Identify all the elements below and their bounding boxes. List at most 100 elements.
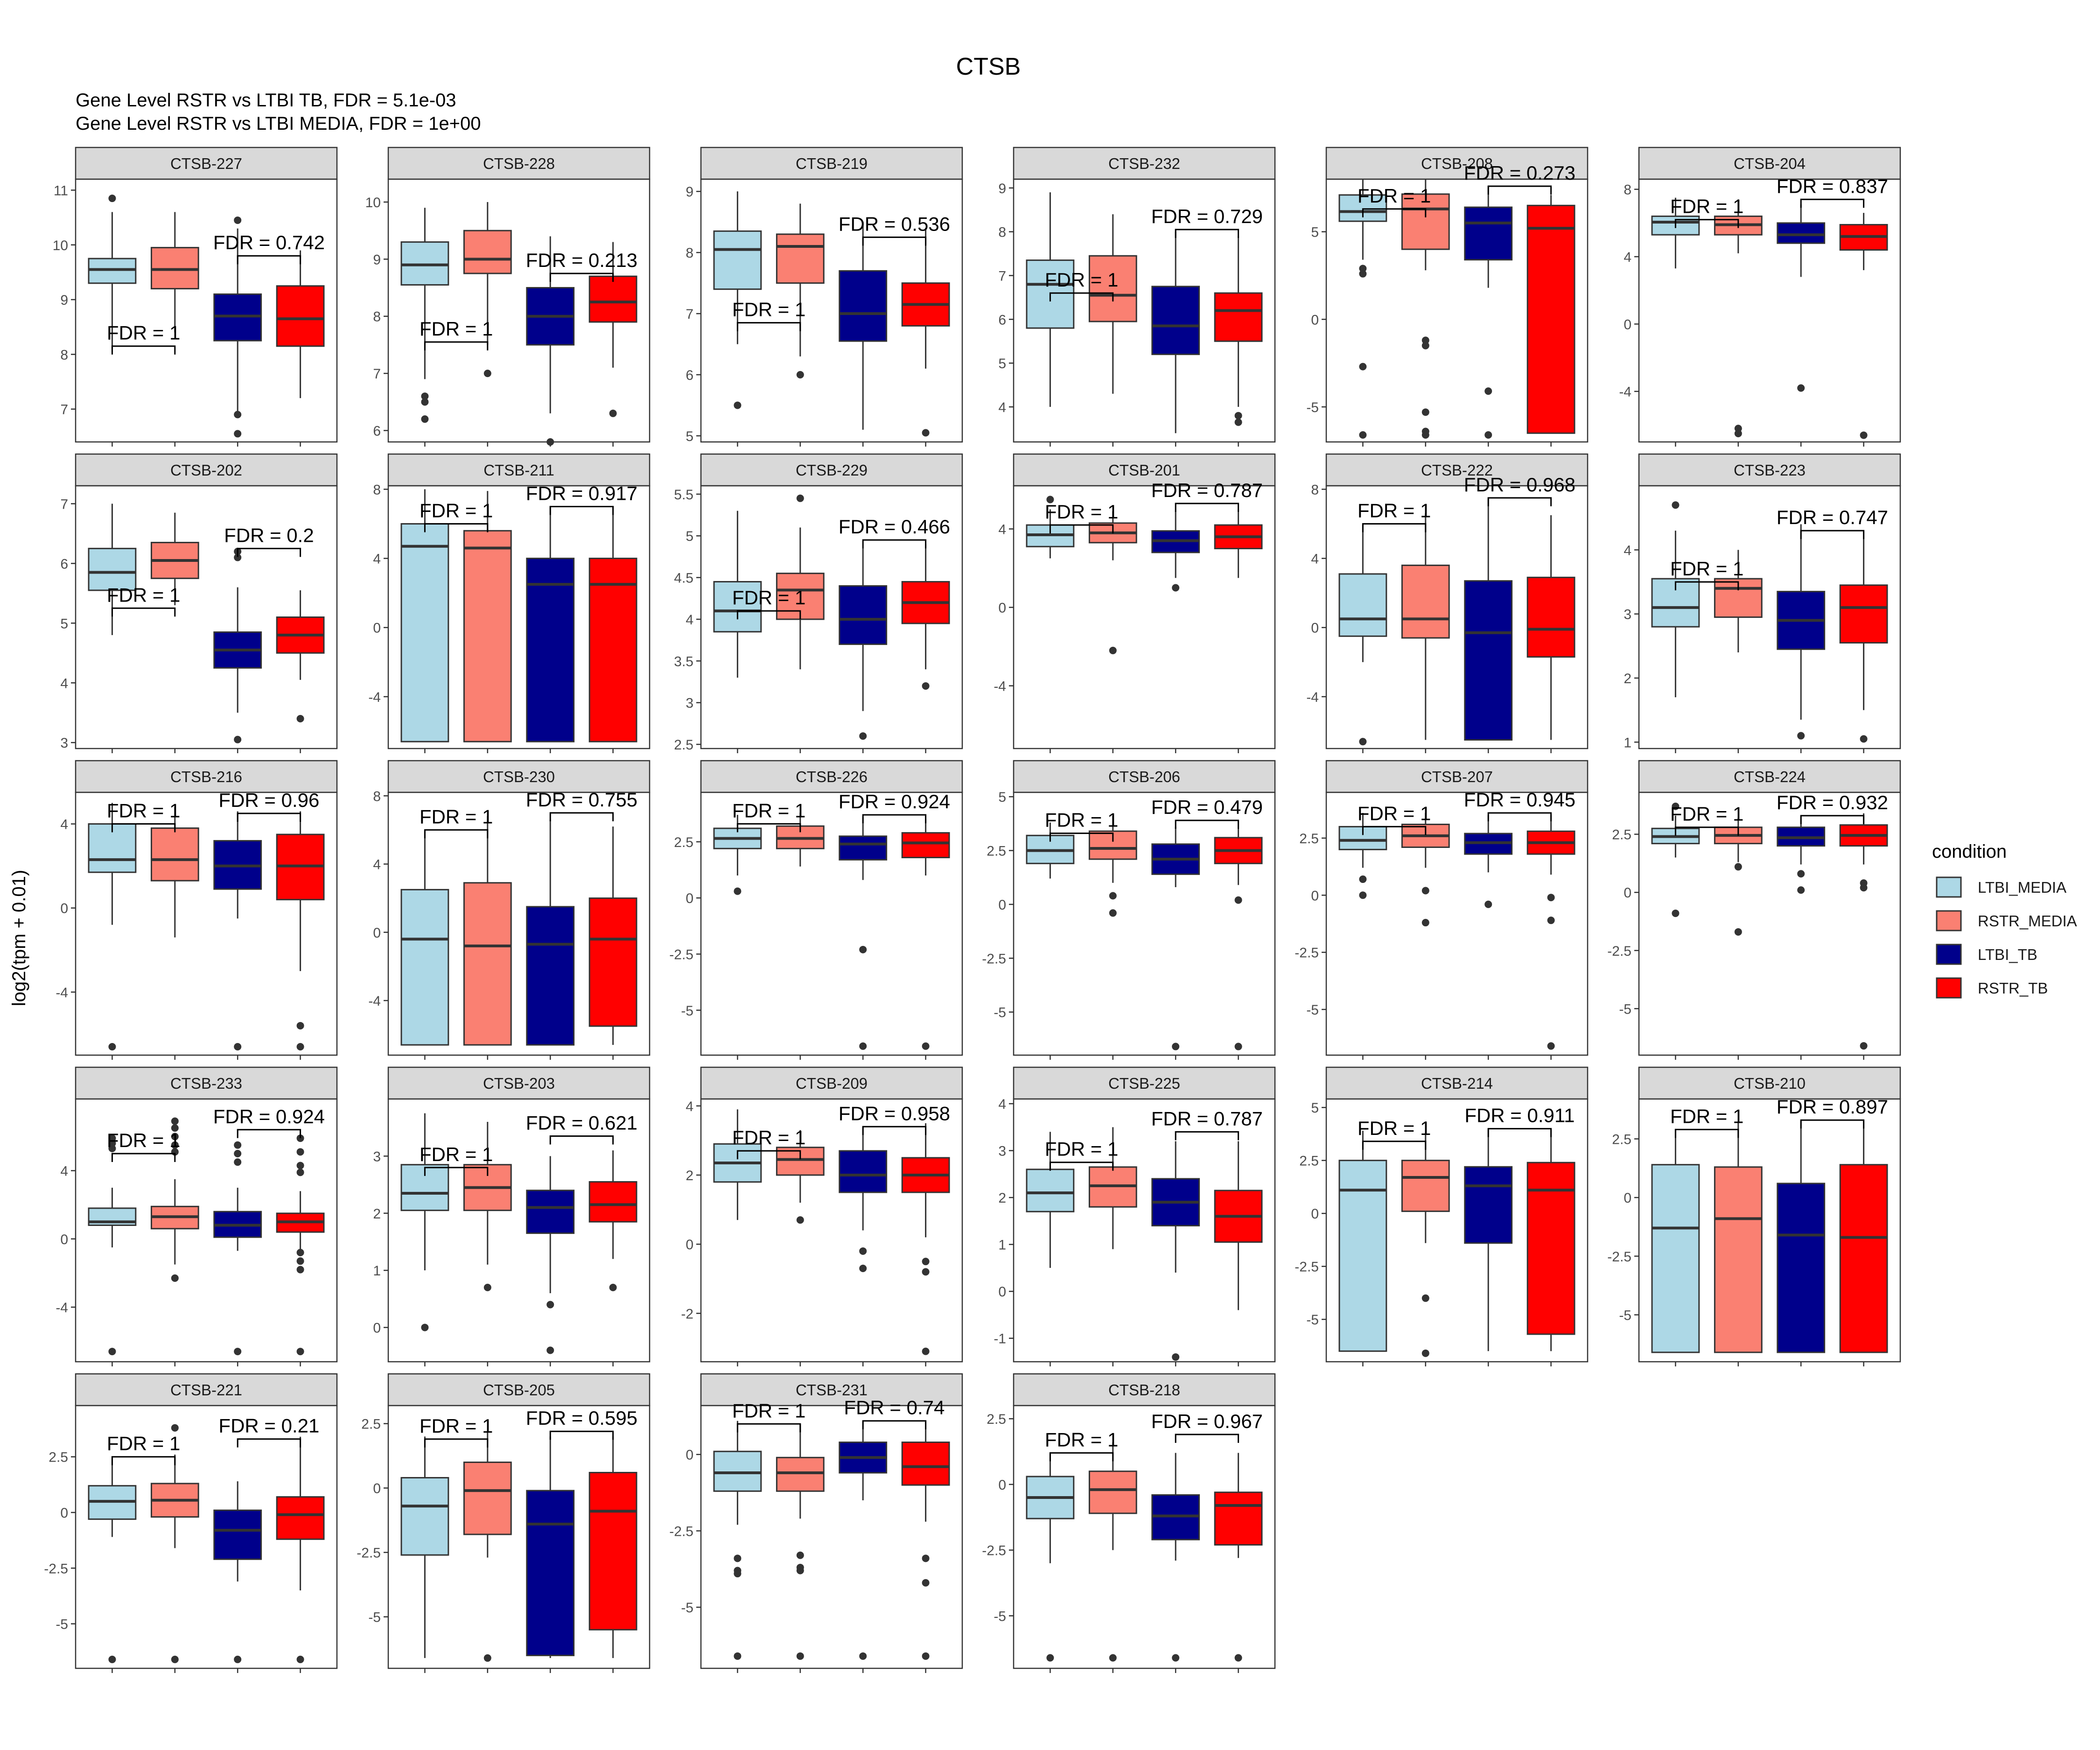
y-tick-label: 0 (373, 621, 381, 636)
outlier-point (1421, 1294, 1429, 1302)
outlier-point (796, 494, 804, 502)
y-tick-label: 2.5 (1612, 827, 1631, 843)
box (1401, 193, 1450, 250)
outlier-point (171, 1141, 179, 1149)
outlier-point (859, 945, 867, 953)
fdr-label: FDR = 1 (732, 1127, 806, 1148)
y-tick-label: 0 (1311, 1206, 1319, 1222)
facet-strip (75, 147, 338, 180)
legend-label-ltbi-tb: LTBI_TB (1978, 946, 2037, 963)
facet-strip (1638, 453, 1901, 487)
fdr-bracket (111, 823, 176, 833)
y-tick-label: 9 (60, 293, 68, 308)
outlier-point (546, 1301, 554, 1309)
fdr-label: FDR = 0.742 (213, 231, 325, 253)
y-tick-label: -5 (681, 1600, 693, 1616)
fdr-bracket (1674, 219, 1739, 228)
facet-panel: CTSB-231 -5 -2.5 0 FDR = 1 FDR = 0.74 (669, 1373, 963, 1673)
fdr-label: FDR = 1 (732, 299, 806, 321)
facet-strip (1013, 1066, 1276, 1100)
outlier-point (296, 1022, 304, 1029)
facet-strip-label: CTSB-214 (1421, 1075, 1493, 1092)
outlier-point (1421, 1349, 1429, 1357)
y-tick-label: 0 (686, 1448, 693, 1463)
fdr-bracket (1049, 1162, 1114, 1171)
box (526, 1490, 575, 1656)
facet-strip-label: CTSB-205 (483, 1381, 555, 1399)
box (1526, 576, 1575, 658)
y-tick-label: 9 (998, 181, 1006, 196)
outlier-point (1359, 363, 1367, 371)
facet-panel: CTSB-225 -1 0 1 2 3 4 FDR = 1 FDR = 0.787 (994, 1066, 1276, 1366)
fdr-label: FDR = 1 (1045, 269, 1119, 291)
facet-panel: CTSB-223 1 2 3 4 FDR = 1 FDR = 0.747 (1624, 453, 1901, 753)
facet-strip (387, 147, 651, 180)
y-tick-label: 3 (373, 1149, 381, 1164)
y-tick-label: -2 (681, 1306, 693, 1322)
facet-panel: CTSB-226 -5 -2.5 0 2.5 FDR = 1 FDR = 0.924 (669, 760, 963, 1060)
facet-strip (75, 1066, 338, 1100)
facet-strip (1325, 760, 1589, 793)
fdr-bracket (736, 1423, 801, 1433)
outlier-point (108, 1043, 116, 1050)
outlier-point (1547, 894, 1555, 902)
box (1338, 1160, 1387, 1352)
fdr-bracket (1487, 497, 1552, 506)
box (1026, 259, 1075, 329)
y-tick-label: 0 (998, 1477, 1006, 1493)
y-tick-label: 4 (998, 1097, 1006, 1112)
fdr-bracket (1049, 292, 1114, 301)
box (588, 897, 637, 1027)
y-tick-label: -5 (1306, 400, 1319, 415)
fdr-label: FDR = 0.273 (1464, 162, 1575, 184)
outlier-point (546, 1346, 554, 1354)
fdr-label: FDR = 1 (1670, 803, 1744, 825)
outlier-point (1860, 884, 1868, 892)
fdr-bracket (111, 607, 176, 617)
fdr-bracket (111, 1456, 176, 1465)
box (776, 233, 825, 284)
y-tick-label: 7 (686, 307, 693, 322)
fdr-label: FDR = 0.945 (1464, 789, 1575, 811)
outlier-point (1109, 892, 1117, 900)
fdr-label: FDR = 0.967 (1151, 1410, 1263, 1432)
fdr-label: FDR = 1 (1358, 499, 1431, 521)
facet-panel: CTSB-227 7 8 9 10 11 FDR = 1 FDR = 0.742 (53, 147, 338, 447)
box (588, 1181, 637, 1223)
y-tick-label: 10 (53, 238, 68, 253)
box (1026, 1169, 1075, 1212)
facet-strip-label: CTSB-211 (483, 462, 554, 479)
fdr-bracket (1800, 530, 1865, 539)
y-tick-label: -4 (368, 994, 381, 1009)
box (588, 275, 637, 323)
y-tick-label: 2 (686, 1168, 693, 1183)
fdr-bracket (424, 829, 489, 839)
outlier-point (1359, 270, 1367, 278)
y-tick-label: 0 (1311, 621, 1319, 636)
outlier-point (1109, 646, 1117, 654)
y-tick-label: 9 (686, 184, 693, 200)
fdr-label: FDR = 0.755 (526, 789, 637, 811)
facet-strip (387, 760, 651, 793)
fdr-label: FDR = 1 (420, 318, 493, 340)
fdr-bracket (237, 1129, 301, 1138)
facet-strip-label: CTSB-209 (796, 1075, 868, 1092)
outlier-point (1672, 501, 1680, 509)
y-tick-label: -4 (56, 1300, 68, 1316)
y-tick-label: 2.5 (1299, 831, 1319, 847)
fdr-label: FDR = 1 (1045, 501, 1119, 523)
outlier-point (234, 1043, 242, 1050)
outlier-point (234, 216, 242, 224)
fdr-label: FDR = 1 (732, 799, 806, 821)
outlier-point (234, 735, 242, 743)
fdr-bracket (1487, 185, 1552, 195)
outlier-point (734, 887, 742, 895)
outlier-point (734, 401, 742, 409)
y-tick-label: -5 (994, 1609, 1006, 1624)
fdr-bracket (1362, 523, 1427, 532)
fdr-bracket (549, 812, 614, 821)
outlier-point (234, 1149, 242, 1157)
fdr-bracket (237, 547, 301, 557)
box (1464, 580, 1513, 741)
facet-panel: CTSB-221 -5 -2.5 0 2.5 FDR = 1 FDR = 0.21 (44, 1373, 338, 1673)
